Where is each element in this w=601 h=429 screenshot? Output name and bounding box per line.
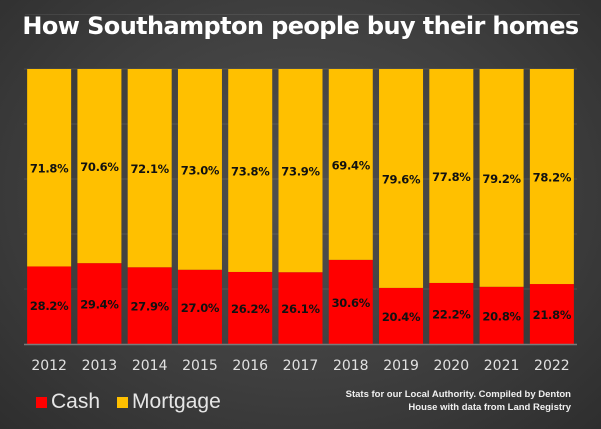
bar-mortgage-2012: [27, 69, 72, 267]
data-label-mortgage-2017: 73.9%: [281, 165, 320, 179]
bar-mortgage-2013: [77, 69, 122, 264]
source-note-line-2: House with data from Land Registry: [408, 402, 571, 413]
bar-cash-2018: [328, 259, 373, 344]
legend-swatch-mortgage: [117, 396, 129, 408]
x-tick-label-2014: 2014: [132, 358, 168, 374]
bar-cash-2022: [529, 284, 574, 344]
bars: [27, 69, 574, 344]
bar-mortgage-2020: [429, 69, 474, 283]
bar-cash-2019: [379, 287, 424, 344]
x-tick-label-2019: 2019: [383, 358, 419, 374]
bar-cash-2016: [228, 271, 273, 344]
bar-mortgage-2018: [328, 69, 373, 260]
data-label-cash-2019: 20.4%: [382, 310, 421, 324]
bar-mortgage-2022: [529, 69, 574, 285]
bar-mortgage-2017: [278, 69, 323, 273]
data-label-mortgage-2015: 73.0%: [181, 163, 220, 177]
bar-mortgage-2019: [379, 69, 424, 288]
data-label-mortgage-2019: 79.6%: [382, 172, 421, 186]
data-label-mortgage-2022: 78.2%: [533, 171, 572, 185]
bar-cash-2021: [479, 286, 524, 344]
bar-cash-2020: [429, 282, 474, 344]
data-label-cash-2013: 29.4%: [80, 298, 119, 312]
data-label-cash-2015: 27.0%: [181, 301, 220, 315]
bar-cash-2014: [127, 267, 172, 344]
data-label-mortgage-2020: 77.8%: [432, 170, 471, 184]
data-labels: 28.2% 71.8% 29.4% 70.6% 27.9% 72.1% 27.0% 73.0%…: [30, 158, 572, 324]
bar-cash-2012: [27, 266, 72, 344]
x-tick-label-2021: 2021: [484, 358, 520, 374]
data-label-cash-2020: 22.2%: [432, 307, 471, 321]
x-tick-label-2022: 2022: [534, 358, 570, 374]
x-tick-label-2020: 2020: [433, 358, 469, 374]
chart-title: How Southampton people buy their homes: [22, 12, 579, 40]
bar-mortgage-2015: [177, 69, 222, 270]
data-label-cash-2021: 20.8%: [482, 309, 521, 323]
title-rule: [25, 14, 580, 15]
data-label-cash-2016: 26.2%: [231, 302, 270, 316]
source-note-line-1: Stats for our Local Authority. Compiled …: [345, 389, 571, 400]
x-tick-label-2016: 2016: [232, 358, 268, 374]
data-label-cash-2022: 21.8%: [533, 308, 572, 322]
legend-item-cash: Cash: [36, 390, 100, 414]
bar-mortgage-2014: [127, 69, 172, 268]
legend-item-mortgage: Mortgage: [117, 390, 221, 414]
data-label-cash-2018: 30.6%: [332, 296, 371, 310]
data-label-mortgage-2014: 72.1%: [130, 162, 169, 176]
bar-mortgage-2021: [479, 69, 524, 287]
data-label-cash-2017: 26.1%: [281, 302, 320, 316]
legend-swatch-cash: [36, 396, 47, 408]
x-tick-label-2015: 2015: [182, 358, 218, 374]
data-label-mortgage-2021: 79.2%: [482, 172, 521, 186]
data-label-mortgage-2016: 73.8%: [231, 164, 270, 178]
x-tick-label-2012: 2012: [31, 358, 67, 374]
x-tick-label-2018: 2018: [333, 358, 369, 374]
source-note: Stats for our Local Authority. Compiled …: [311, 388, 571, 414]
x-tick-label-2017: 2017: [283, 358, 319, 374]
legend-label-mortgage: Mortgage: [132, 390, 221, 413]
bar-cash-2017: [278, 272, 323, 344]
data-label-cash-2014: 27.9%: [130, 300, 169, 314]
data-label-mortgage-2013: 70.6%: [80, 160, 119, 174]
bar-cash-2015: [177, 269, 222, 344]
x-tick-labels: 2012 2013 2014 2015 2016 2017 2018 2019 2020 2021…: [31, 358, 569, 374]
data-label-mortgage-2012: 71.8%: [30, 162, 69, 176]
bar-mortgage-2016: [228, 69, 273, 272]
legend: Cash Mortgage: [36, 388, 238, 416]
data-label-cash-2012: 28.2%: [30, 299, 69, 313]
legend-label-cash: Cash: [51, 390, 101, 413]
bar-cash-2013: [77, 263, 122, 344]
x-tick-label-2013: 2013: [82, 358, 118, 374]
data-label-mortgage-2018: 69.4%: [332, 158, 371, 172]
